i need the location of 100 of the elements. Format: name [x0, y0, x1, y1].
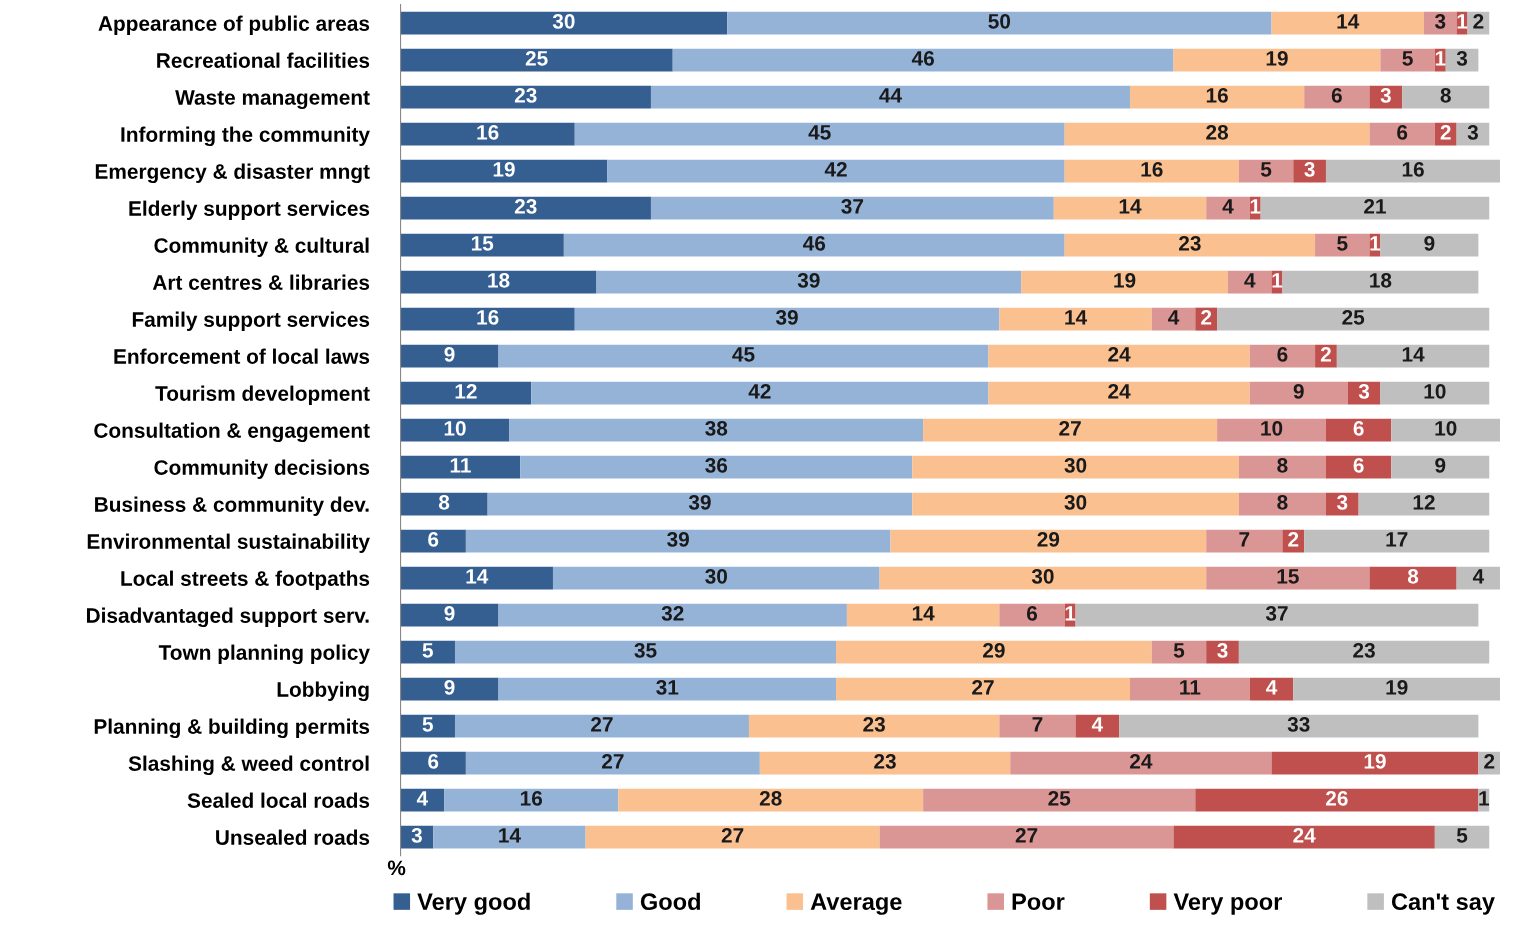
data-label: 14	[466, 569, 489, 584]
data-label: 6	[1353, 420, 1364, 436]
bar	[1151, 640, 1207, 664]
data-label: 4	[1472, 569, 1485, 584]
bar	[400, 751, 466, 775]
data-label: 2	[1201, 309, 1212, 325]
bar	[759, 751, 1011, 775]
y-tick-label: Family support services	[132, 311, 370, 331]
data-label: 14	[1402, 347, 1425, 362]
bar	[1293, 677, 1501, 701]
data-label: 2	[1484, 753, 1495, 769]
bar	[912, 455, 1239, 479]
data-label: 9	[444, 346, 455, 362]
bar	[1010, 751, 1272, 775]
bar	[1293, 159, 1326, 183]
bar	[498, 603, 847, 627]
bar	[520, 455, 913, 479]
bar	[465, 529, 891, 553]
bar	[400, 307, 575, 331]
data-label: 3	[1456, 50, 1468, 66]
data-label: 16	[477, 124, 499, 140]
bar	[400, 788, 445, 812]
x-axis-title: %	[387, 860, 406, 876]
bar	[1249, 344, 1316, 368]
data-label: 14	[1337, 14, 1360, 29]
data-label: 10	[1435, 420, 1457, 436]
bar	[1249, 677, 1294, 701]
bar	[650, 196, 1054, 220]
data-label: 19	[1266, 50, 1288, 66]
bar	[1206, 196, 1250, 220]
data-label: 3	[411, 827, 422, 843]
bar	[1064, 159, 1239, 183]
bar	[400, 122, 575, 146]
y-tick-label: Business & community dev.	[95, 496, 369, 516]
bar	[1358, 492, 1490, 516]
data-label: 19	[1364, 753, 1386, 769]
bar	[400, 159, 608, 183]
bar	[1206, 529, 1283, 553]
y-tick-label: Consultation & engagement	[94, 422, 370, 443]
data-label: 12	[455, 383, 477, 399]
data-label: 1	[1435, 51, 1446, 66]
bar	[498, 677, 837, 701]
y-tick-label: Environmental sustainability	[87, 533, 370, 553]
data-label: 27	[601, 753, 624, 769]
data-label: 7	[1032, 717, 1043, 732]
bar	[1271, 751, 1479, 775]
data-label: 16	[520, 790, 543, 806]
data-label: 18	[1370, 272, 1392, 288]
data-label: 27	[721, 827, 744, 843]
bar	[890, 529, 1207, 553]
data-label: 28	[1206, 124, 1229, 140]
data-label: 16	[1141, 161, 1163, 177]
data-label: 14	[912, 606, 935, 621]
bar	[1238, 640, 1490, 664]
bar	[552, 566, 880, 590]
bar	[607, 159, 1065, 183]
data-label: 6	[1277, 346, 1288, 362]
data-label: 16	[477, 309, 499, 325]
bar	[400, 640, 455, 664]
data-label: 36	[705, 457, 728, 473]
data-label: 42	[824, 161, 847, 177]
data-label: 6	[428, 753, 439, 769]
bar	[1206, 566, 1370, 590]
y-tick-label: Elderly support services	[129, 200, 370, 220]
data-label: 27	[1059, 420, 1081, 436]
bar	[1423, 11, 1457, 35]
bar	[400, 529, 466, 553]
data-label: 50	[988, 13, 1011, 29]
data-label: 23	[874, 753, 896, 769]
data-label: 12	[1413, 494, 1435, 510]
data-label: 23	[514, 198, 537, 214]
bar	[999, 714, 1076, 738]
bar	[999, 307, 1152, 331]
bar	[1315, 233, 1370, 257]
bar	[846, 603, 1000, 627]
bar	[1260, 196, 1490, 220]
bar	[1282, 270, 1479, 294]
bar	[400, 85, 651, 109]
bar	[574, 122, 1065, 146]
data-label: 37	[1265, 605, 1288, 621]
data-label: 3	[1380, 87, 1391, 103]
bar	[1206, 640, 1239, 664]
bar	[879, 566, 1207, 590]
legend-label: Can't say	[1391, 893, 1495, 915]
y-tick-label: Community decisions	[154, 459, 370, 479]
data-label: 42	[748, 383, 771, 399]
data-label: 3	[1336, 494, 1348, 510]
data-label: 9	[1424, 235, 1435, 251]
data-label: 16	[1206, 87, 1228, 103]
data-label: 46	[911, 50, 934, 66]
bar	[923, 418, 1218, 442]
y-tick-label: Slashing & weed control	[128, 755, 369, 776]
bar	[400, 566, 553, 590]
y-tick-label: Appearance of public areas	[98, 15, 370, 35]
bar	[1391, 455, 1490, 479]
data-label: 16	[1402, 161, 1424, 177]
data-label: 23	[1353, 642, 1375, 658]
bar	[531, 381, 989, 405]
data-label: 7	[1239, 532, 1250, 547]
data-label: 2	[1288, 531, 1299, 547]
